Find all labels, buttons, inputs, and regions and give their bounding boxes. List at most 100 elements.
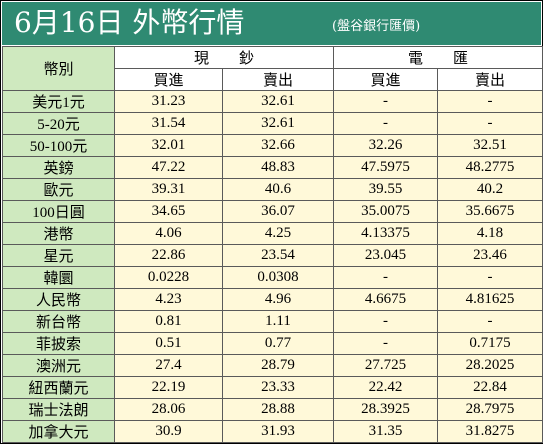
table-row: 菲披索 0.51 0.77 - 0.7175 bbox=[2, 332, 543, 355]
cash-buy-cell: 4.23 bbox=[114, 288, 223, 311]
table-row: 人民幣 4.23 4.96 4.6675 4.81625 bbox=[2, 288, 543, 311]
currency-name: 菲披索 bbox=[2, 332, 115, 355]
cash-sell-cell: 28.88 bbox=[221, 398, 335, 421]
bank-source-label: (盤谷銀行匯價) bbox=[332, 19, 421, 34]
table-row: 歐元 39.31 40.6 39.55 40.2 bbox=[2, 178, 543, 201]
cash-sell-cell: 36.07 bbox=[221, 200, 335, 223]
cash-buy-cell: 22.19 bbox=[114, 376, 223, 399]
table-row: 美元1元 31.23 32.61 - - bbox=[2, 90, 543, 113]
cash-buy-cell: 4.06 bbox=[114, 222, 223, 245]
currency-name: 星元 bbox=[2, 244, 115, 267]
currency-name: 50-100元 bbox=[2, 134, 115, 157]
spot-sell-cell: 22.84 bbox=[437, 376, 543, 399]
cash-buy-cell: 0.51 bbox=[114, 332, 223, 355]
spot-buy-cell: 22.42 bbox=[333, 376, 439, 399]
spot-sell-cell: 4.81625 bbox=[437, 288, 543, 311]
spot-sell-cell: 32.51 bbox=[437, 134, 543, 157]
cash-sell-cell: 40.6 bbox=[221, 178, 335, 201]
table-row: 星元 22.86 23.54 23.045 23.46 bbox=[2, 244, 543, 267]
spot-sell-cell: 28.2025 bbox=[437, 354, 543, 377]
table-row: 新台幣 0.81 1.11 - - bbox=[2, 310, 543, 333]
spot-buy-cell: 4.13375 bbox=[333, 222, 439, 245]
spot-buy-cell: - bbox=[333, 90, 439, 113]
spot-sell-cell: 0.7175 bbox=[437, 332, 543, 355]
cash-sell-cell: 32.61 bbox=[221, 90, 335, 113]
spot-buy-cell: - bbox=[333, 266, 439, 289]
spot-buy-header: 買進 bbox=[333, 68, 439, 91]
spot-sell-cell: 35.6675 bbox=[437, 200, 543, 223]
table-row: 100日圓 34.65 36.07 35.0075 35.6675 bbox=[2, 200, 543, 223]
spot-sell-cell: 4.18 bbox=[437, 222, 543, 245]
currency-name: 歐元 bbox=[2, 178, 115, 201]
cash-buy-cell: 34.65 bbox=[114, 200, 223, 223]
spot-sell-cell: - bbox=[437, 310, 543, 333]
table-row: 澳洲元 27.4 28.79 27.725 28.2025 bbox=[2, 354, 543, 377]
spot-group-header: 電 匯 bbox=[333, 46, 543, 69]
currency-name: 5-20元 bbox=[2, 112, 115, 135]
cash-sell-cell: 48.83 bbox=[221, 156, 335, 179]
table-row: 英鎊 47.22 48.83 47.5975 48.2775 bbox=[2, 156, 543, 179]
cash-sell-cell: 1.11 bbox=[221, 310, 335, 333]
cash-buy-cell: 30.9 bbox=[114, 420, 223, 443]
cash-buy-cell: 31.54 bbox=[114, 112, 223, 135]
spot-buy-cell: 31.35 bbox=[333, 420, 439, 443]
spot-buy-cell: 28.3925 bbox=[333, 398, 439, 421]
cash-sell-cell: 4.96 bbox=[221, 288, 335, 311]
cash-buy-cell: 31.23 bbox=[114, 90, 223, 113]
currency-name: 100日圓 bbox=[2, 200, 115, 223]
table-row: 港幣 4.06 4.25 4.13375 4.18 bbox=[2, 222, 543, 245]
page-title: 6月16日 外幣行情 bbox=[14, 6, 245, 39]
spot-buy-cell: - bbox=[333, 112, 439, 135]
cash-sell-cell: 4.25 bbox=[221, 222, 335, 245]
spot-sell-cell: 28.7975 bbox=[437, 398, 543, 421]
currency-name: 紐西蘭元 bbox=[2, 376, 115, 399]
cash-buy-cell: 28.06 bbox=[114, 398, 223, 421]
cash-sell-cell: 32.61 bbox=[221, 112, 335, 135]
spot-buy-cell: 4.6675 bbox=[333, 288, 439, 311]
spot-buy-cell: 39.55 bbox=[333, 178, 439, 201]
spot-sell-cell: - bbox=[437, 266, 543, 289]
currency-name: 新台幣 bbox=[2, 310, 115, 333]
currency-name: 韓圜 bbox=[2, 266, 115, 289]
cash-sell-cell: 0.77 bbox=[221, 332, 335, 355]
cash-sell-cell: 31.93 bbox=[221, 420, 335, 443]
cash-buy-cell: 0.0228 bbox=[114, 266, 223, 289]
currency-name: 加拿大元 bbox=[2, 420, 115, 443]
cash-sell-cell: 28.79 bbox=[221, 354, 335, 377]
currency-name: 人民幣 bbox=[2, 288, 115, 311]
currency-name: 港幣 bbox=[2, 222, 115, 245]
spot-sell-cell: 40.2 bbox=[437, 178, 543, 201]
cash-sell-cell: 23.54 bbox=[221, 244, 335, 267]
spot-sell-cell: 23.46 bbox=[437, 244, 543, 267]
currency-name: 英鎊 bbox=[2, 156, 115, 179]
spot-buy-cell: 35.0075 bbox=[333, 200, 439, 223]
table-row: 50-100元 32.01 32.66 32.26 32.51 bbox=[2, 134, 543, 157]
table-row: 5-20元 31.54 32.61 - - bbox=[2, 112, 543, 135]
cash-sell-cell: 32.66 bbox=[221, 134, 335, 157]
cash-sell-header: 賣出 bbox=[221, 68, 335, 91]
exchange-rate-table: 幣別 現 鈔 電 匯 買進 賣出 買進 賣出 美元1元 31.23 32.61 … bbox=[2, 46, 543, 443]
spot-buy-cell: - bbox=[333, 310, 439, 333]
table-row: 瑞士法朗 28.06 28.88 28.3925 28.7975 bbox=[2, 398, 543, 421]
table-row: 韓圜 0.0228 0.0308 - - bbox=[2, 266, 543, 289]
spot-sell-cell: 31.8275 bbox=[437, 420, 543, 443]
spot-buy-cell: 32.26 bbox=[333, 134, 439, 157]
cash-buy-cell: 22.86 bbox=[114, 244, 223, 267]
cash-sell-cell: 0.0308 bbox=[221, 266, 335, 289]
currency-column-header: 幣別 bbox=[2, 46, 115, 91]
spot-buy-cell: - bbox=[333, 332, 439, 355]
cash-buy-cell: 39.31 bbox=[114, 178, 223, 201]
cash-buy-cell: 27.4 bbox=[114, 354, 223, 377]
table-row: 加拿大元 30.9 31.93 31.35 31.8275 bbox=[2, 420, 543, 443]
spot-sell-cell: - bbox=[437, 112, 543, 135]
spot-sell-cell: - bbox=[437, 90, 543, 113]
currency-name: 瑞士法朗 bbox=[2, 398, 115, 421]
cash-buy-header: 買進 bbox=[114, 68, 223, 91]
cash-buy-cell: 32.01 bbox=[114, 134, 223, 157]
cash-sell-cell: 23.33 bbox=[221, 376, 335, 399]
title-bar: 6月16日 外幣行情 (盤谷銀行匯價) bbox=[2, 2, 541, 45]
spot-buy-cell: 23.045 bbox=[333, 244, 439, 267]
currency-name: 澳洲元 bbox=[2, 354, 115, 377]
cash-buy-cell: 0.81 bbox=[114, 310, 223, 333]
